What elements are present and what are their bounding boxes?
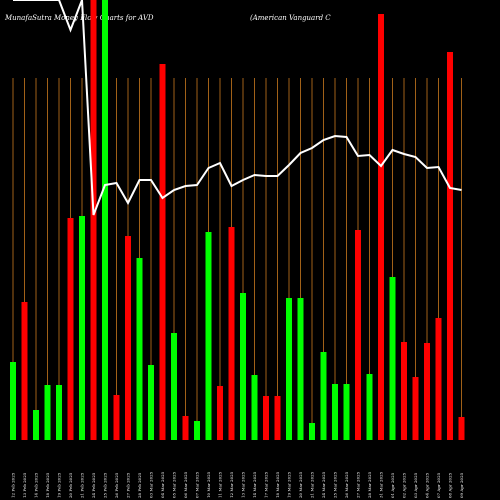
x-tick-label: 28 Mar 2025 [367,471,372,498]
bar [136,258,143,440]
bar [251,375,258,440]
x-tick-label: 13 Mar 2025 [241,471,246,498]
x-tick-label: 19 Mar 2025 [287,471,292,498]
bar [297,298,304,440]
bar [205,232,212,440]
x-tick-label: 21 Feb 2025 [80,472,85,498]
bar [10,362,16,440]
x-tick-label: 03 Apr 2025 [413,472,418,498]
bar [412,377,419,440]
bar [274,396,281,440]
bar [366,374,373,440]
bar [458,417,465,440]
x-tick-label: 21 Mar 2025 [310,471,315,498]
x-tick-label: 08 Apr 2025 [448,472,453,498]
x-tick-label: 25 Feb 2025 [103,472,108,498]
x-tick-label: 14 Mar 2025 [252,471,257,498]
bar [217,386,223,440]
x-tick-label: 18 Mar 2025 [275,471,280,498]
x-tick-label: 12 Feb 2025 [11,472,16,498]
bar [113,395,120,440]
x-tick-label: 17 Mar 2025 [264,471,269,498]
x-tick-label: 31 Mar 2025 [379,471,384,498]
x-tick-label: 24 Feb 2025 [91,472,96,498]
bar [240,293,246,440]
bar [56,385,62,440]
bar [90,0,97,440]
x-tick-label: 18 Feb 2025 [45,472,50,498]
x-tick-label: 14 Feb 2025 [34,472,39,498]
bar [125,236,131,440]
bar [355,230,361,440]
bar [332,384,338,440]
x-tick-label: 28 Feb 2025 [137,472,142,498]
bar [148,365,154,440]
bar [447,52,453,440]
x-tick-label: 03 Mar 2025 [149,471,154,498]
bar [389,277,396,440]
bar [424,343,430,440]
x-tick-label: 12 Mar 2025 [229,471,234,498]
bar [309,423,315,440]
x-tick-label: 05 Mar 2025 [172,471,177,498]
bar [102,0,108,440]
bar [67,218,74,440]
bar [159,64,166,440]
bar [343,384,350,440]
x-tick-label: 06 Mar 2025 [183,471,188,498]
price-line [13,0,462,216]
bar [401,342,407,440]
x-tick-label: 26 Feb 2025 [114,472,119,498]
bar [171,333,177,440]
chart-subtitle: (American Vanguard C [250,14,331,22]
x-tick-label: 04 Mar 2025 [160,471,165,498]
x-tick-label: 11 Mar 2025 [218,471,223,498]
bar [228,227,235,440]
bar [33,410,39,440]
chart-title: MunafaSutra Money Flow Charts for AVD [4,14,154,22]
x-tick-label: 13 Feb 2025 [22,472,27,498]
bar [21,302,28,440]
x-tick-label: 26 Mar 2025 [344,471,349,498]
x-tick-label: 07 Mar 2025 [195,471,200,498]
bar [194,421,200,440]
x-tick-label: 27 Feb 2025 [126,472,131,498]
bar [263,396,269,440]
x-tick-label: 07 Apr 2025 [436,472,441,498]
x-tick-label: 01 Apr 2025 [390,472,395,498]
x-tick-label: 02 Apr 2025 [402,472,407,498]
bar [435,318,442,440]
bar [320,352,327,440]
x-tick-label: 24 Mar 2025 [321,471,326,498]
bar [44,385,51,440]
x-tick-label: 20 Feb 2025 [68,472,73,498]
bar [378,14,384,440]
bar [79,216,85,440]
x-tick-label: 27 Mar 2025 [356,471,361,498]
x-tick-label: 19 Feb 2025 [57,472,62,498]
bar [286,298,292,440]
bar [182,416,189,440]
x-tick-label: 04 Apr 2025 [425,472,430,498]
x-tick-label: 09 Apr 2025 [459,472,464,498]
x-tick-label: 20 Mar 2025 [298,471,303,498]
x-tick-label: 10 Mar 2025 [206,471,211,498]
x-tick-label: 25 Mar 2025 [333,471,338,498]
